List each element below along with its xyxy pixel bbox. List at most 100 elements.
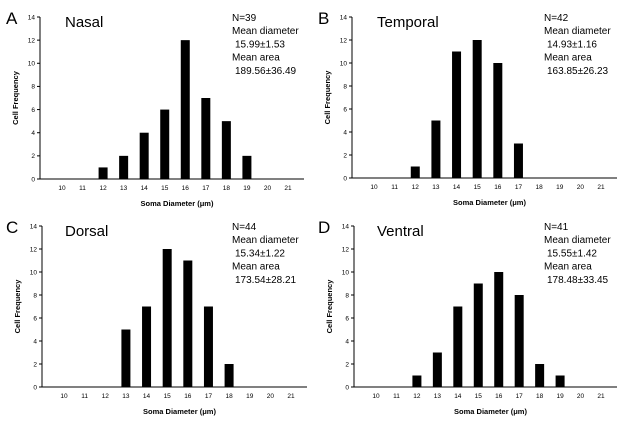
x-tick-label: 21 xyxy=(284,185,292,192)
y-tick-label: 12 xyxy=(28,37,36,44)
bar xyxy=(452,51,462,178)
stats-block: N=41 Mean diameter 15.55±1.42 Mean area 178.… xyxy=(544,222,611,286)
y-tick-label: 14 xyxy=(30,223,38,230)
panel-title: Ventral xyxy=(377,223,424,240)
panel-letter: C xyxy=(6,218,18,237)
panel-letter: D xyxy=(318,218,330,237)
x-tick-label: 19 xyxy=(556,184,564,191)
x-tick-label: 12 xyxy=(412,184,420,191)
stat-line: 15.99±1.53 xyxy=(235,39,285,50)
x-axis-label: Soma Diameter (μm) xyxy=(143,407,216,416)
stat-line: 163.85±26.23 xyxy=(547,66,609,77)
x-tick-label: 12 xyxy=(413,393,421,400)
y-tick-label: 14 xyxy=(340,14,348,21)
stat-line: Mean area xyxy=(232,262,280,273)
x-tick-label: 19 xyxy=(556,393,564,400)
panel-title: Nasal xyxy=(65,14,103,31)
x-tick-label: 20 xyxy=(577,184,585,191)
stat-line: Mean diameter xyxy=(544,26,611,37)
x-tick-label: 13 xyxy=(434,393,442,400)
stat-line: N=42 xyxy=(544,13,569,24)
x-tick-label: 21 xyxy=(597,184,605,191)
y-tick-label: 4 xyxy=(343,129,347,136)
y-tick-label: 6 xyxy=(31,107,35,114)
panel-d: D Ventral N=41 Mean diameter 15.55±1.42 Mean … xyxy=(318,218,617,416)
x-tick-label: 17 xyxy=(516,393,524,400)
bar xyxy=(203,306,213,387)
bar xyxy=(473,283,483,387)
x-tick-label: 15 xyxy=(161,185,169,192)
bar xyxy=(180,40,190,180)
y-tick-label: 0 xyxy=(31,176,35,183)
bar xyxy=(535,364,545,387)
stat-line: Mean area xyxy=(232,53,280,64)
x-tick-label: 14 xyxy=(141,185,149,192)
stats-block: N=39 Mean diameter 15.99±1.53 Mean area 189.… xyxy=(232,13,299,77)
bar xyxy=(224,364,234,387)
bar xyxy=(160,109,170,179)
y-tick-label: 2 xyxy=(343,152,347,159)
x-tick-label: 15 xyxy=(475,393,483,400)
x-axis-label: Soma Diameter (μm) xyxy=(453,198,526,207)
bar xyxy=(494,272,504,387)
x-tick-label: 12 xyxy=(99,185,107,192)
x-tick-label: 19 xyxy=(246,393,254,400)
bar xyxy=(513,143,523,178)
y-tick-label: 6 xyxy=(343,106,347,113)
bar xyxy=(139,132,149,179)
bar xyxy=(432,352,442,387)
x-tick-label: 20 xyxy=(267,393,275,400)
bar xyxy=(431,120,441,178)
y-tick-label: 14 xyxy=(342,223,350,230)
y-tick-label: 10 xyxy=(342,269,350,276)
x-tick-label: 18 xyxy=(223,185,231,192)
x-tick-label: 21 xyxy=(287,393,295,400)
stat-line: Mean diameter xyxy=(232,235,299,246)
y-tick-label: 0 xyxy=(345,384,349,391)
y-tick-label: 6 xyxy=(345,315,349,322)
bar xyxy=(453,306,463,387)
y-axis-label: Cell Frequency xyxy=(11,70,20,125)
x-tick-label: 16 xyxy=(494,184,502,191)
y-tick-label: 2 xyxy=(31,153,35,160)
y-tick-label: 10 xyxy=(30,269,38,276)
y-tick-label: 4 xyxy=(33,338,37,345)
bar xyxy=(410,166,420,178)
panel-title: Temporal xyxy=(377,14,439,31)
x-tick-label: 13 xyxy=(122,393,130,400)
panel-c: C Dorsal N=44 Mean diameter 15.34±1.22 Mean a… xyxy=(6,218,307,416)
panel-b: B Temporal N=42 Mean diameter 14.93±1.16 Mean… xyxy=(318,9,617,207)
stat-line: 178.48±33.45 xyxy=(547,275,609,286)
x-tick-label: 18 xyxy=(536,393,544,400)
stat-line: N=44 xyxy=(232,222,257,233)
x-tick-label: 14 xyxy=(454,393,462,400)
stat-line: 173.54±28.21 xyxy=(235,275,297,286)
bar xyxy=(183,260,193,387)
stats-block: N=42 Mean diameter 14.93±1.16 Mean area 163.… xyxy=(544,13,611,77)
panel-a: A Nasal N=39 Mean diameter 15.99±1.53 Mean ar… xyxy=(6,9,304,208)
y-tick-label: 2 xyxy=(33,361,37,368)
bar xyxy=(514,295,524,387)
y-tick-label: 6 xyxy=(33,315,37,322)
bar xyxy=(221,121,231,179)
x-tick-label: 14 xyxy=(143,393,151,400)
x-tick-label: 20 xyxy=(577,393,585,400)
y-tick-label: 0 xyxy=(343,175,347,182)
y-tick-label: 10 xyxy=(28,61,36,68)
y-tick-label: 12 xyxy=(342,246,350,253)
bar xyxy=(162,249,172,387)
y-tick-label: 0 xyxy=(33,384,37,391)
bar xyxy=(493,63,503,178)
bar xyxy=(142,306,152,387)
y-tick-label: 12 xyxy=(30,246,38,253)
panel-letter: B xyxy=(318,9,329,28)
stat-line: 14.93±1.16 xyxy=(547,39,597,50)
y-tick-label: 4 xyxy=(345,338,349,345)
x-tick-label: 20 xyxy=(264,185,272,192)
y-tick-label: 8 xyxy=(33,292,37,299)
stat-line: Mean diameter xyxy=(232,26,299,37)
y-axis-label: Cell Frequency xyxy=(323,70,332,125)
bar xyxy=(412,375,422,387)
stat-line: Mean diameter xyxy=(544,235,611,246)
